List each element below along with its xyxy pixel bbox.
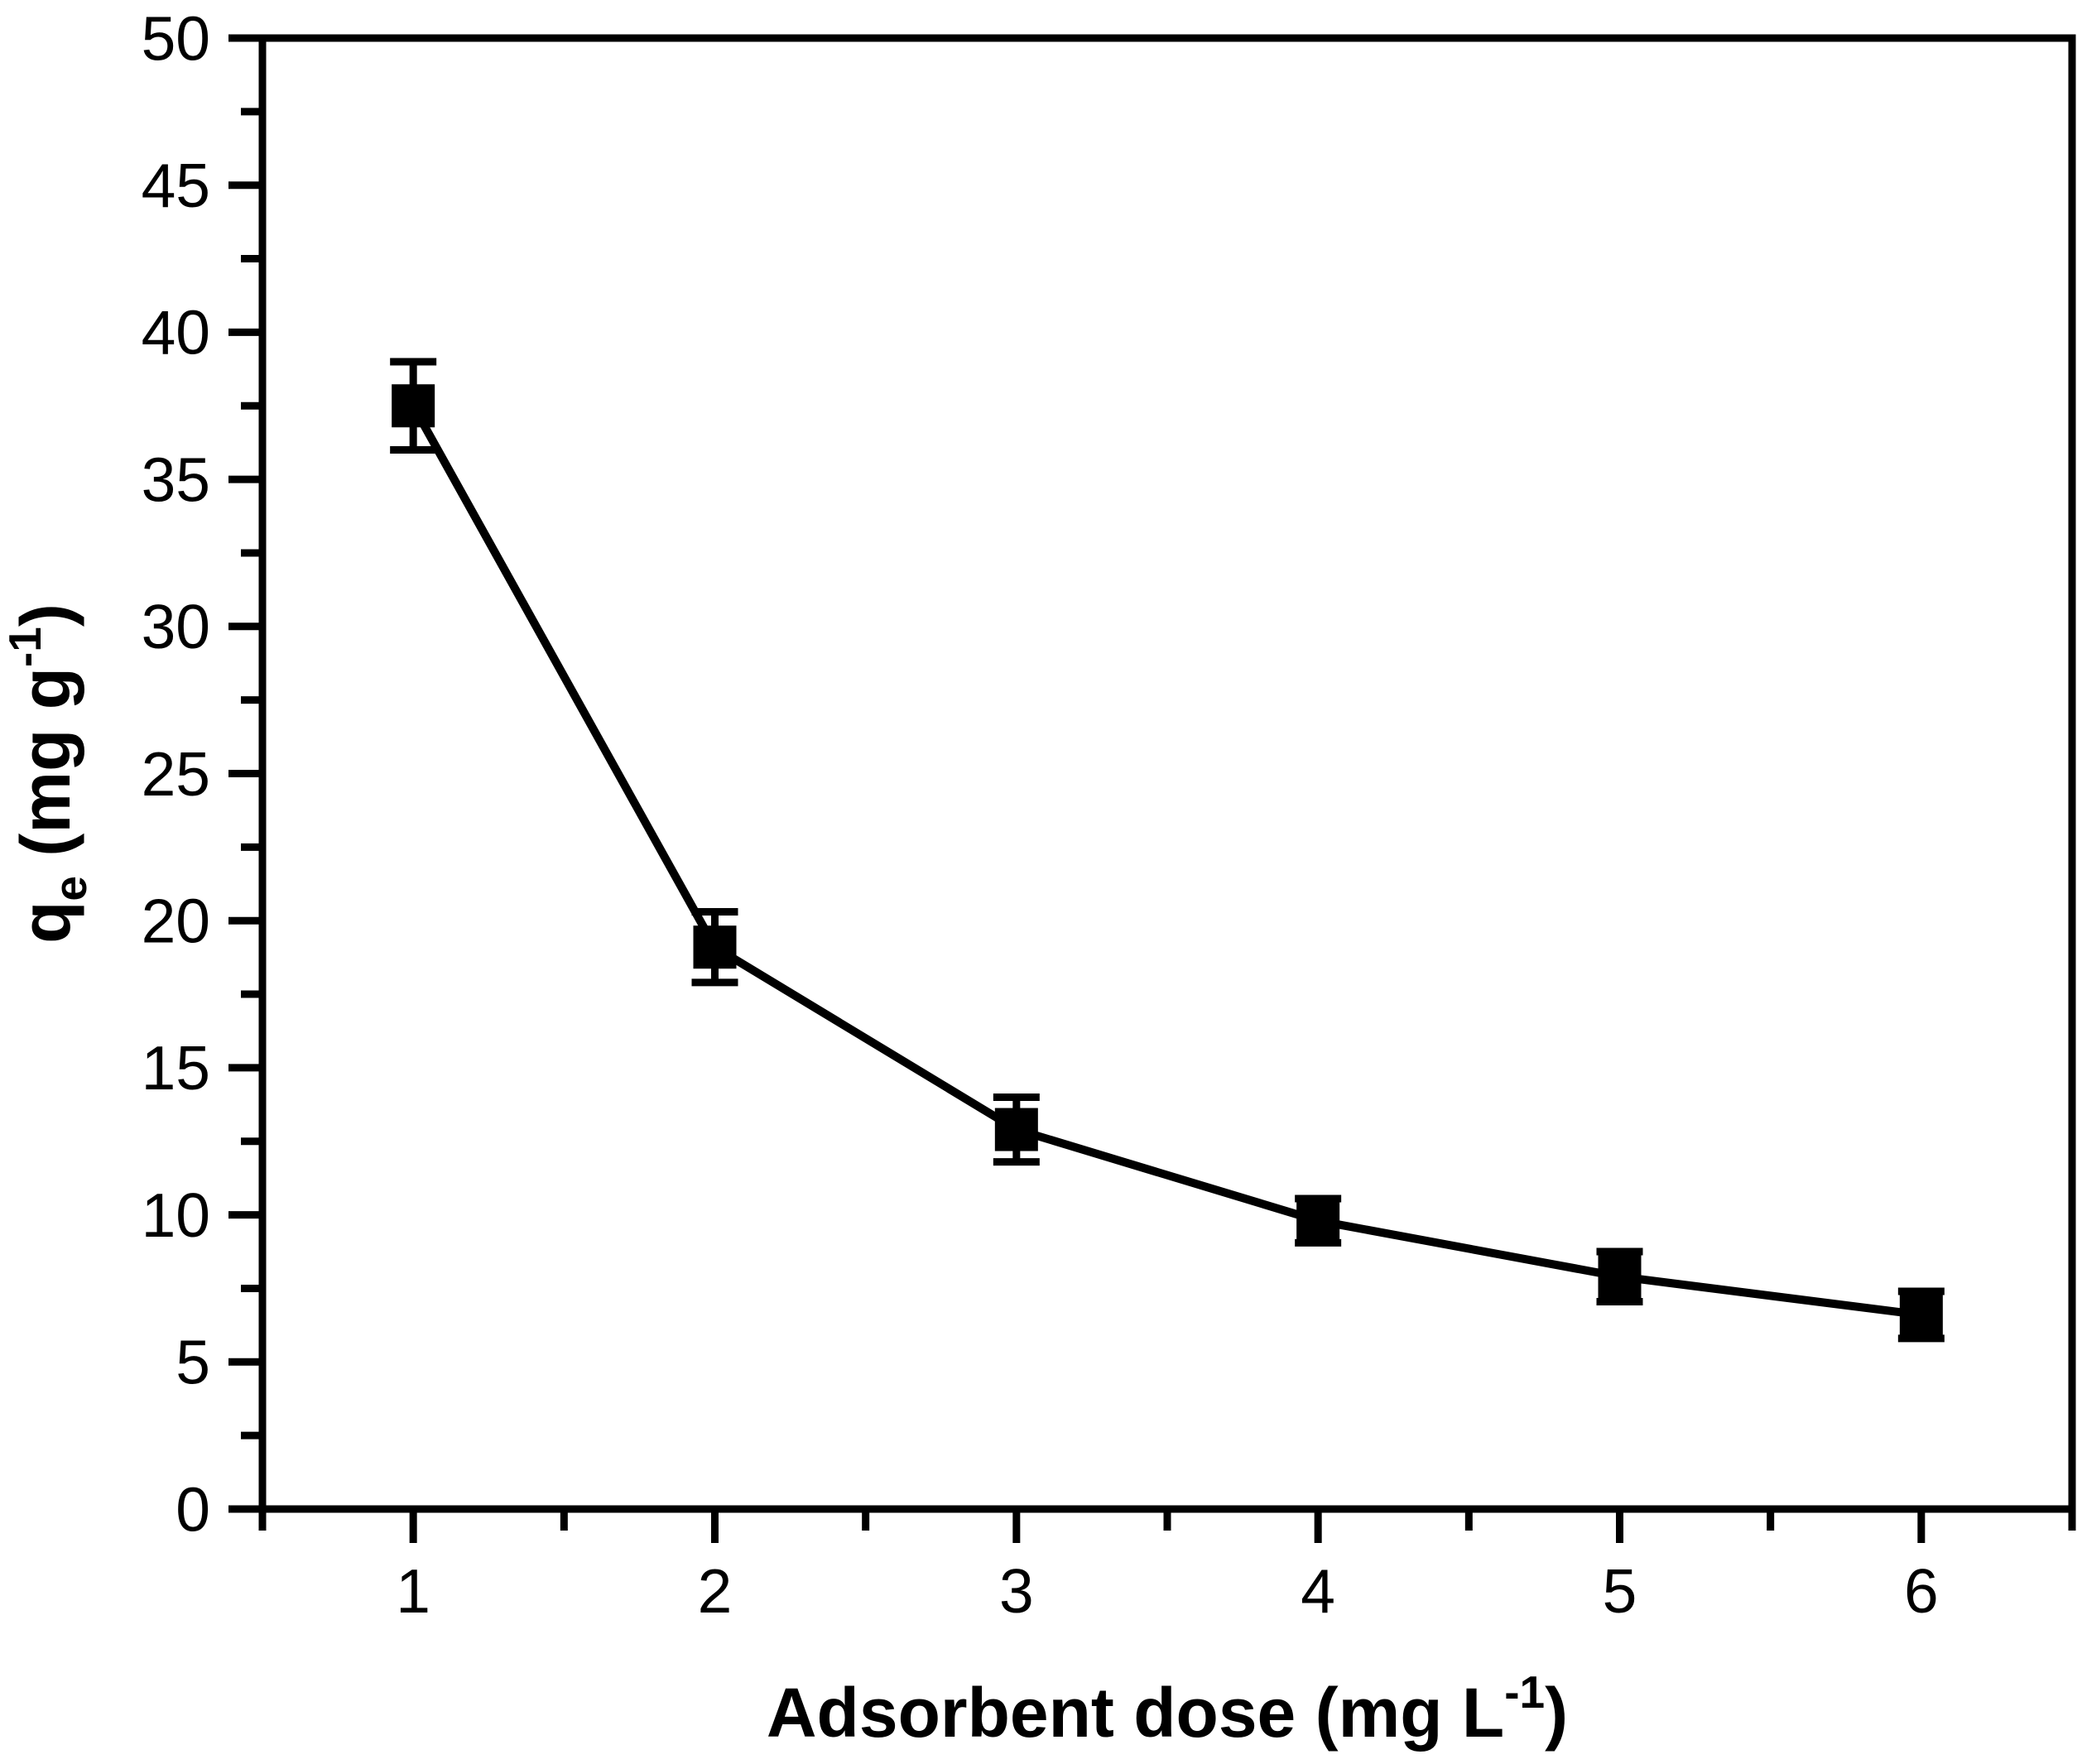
y-tick-label: 35 bbox=[142, 445, 210, 514]
axis-title-segment: ) bbox=[1545, 1674, 1568, 1752]
x-tick-label: 2 bbox=[698, 1556, 733, 1626]
axis-title-segment: (mg g bbox=[7, 667, 84, 876]
data-point-marker bbox=[1296, 1199, 1340, 1242]
axis-title-segment: q bbox=[7, 901, 84, 944]
y-axis-title: qe (mg g-1) bbox=[0, 603, 96, 944]
x-tick-label: 3 bbox=[999, 1556, 1034, 1626]
data-point-marker bbox=[994, 1108, 1038, 1151]
x-axis-title: Adsorbent dose (mg L-1) bbox=[767, 1666, 1568, 1752]
data-point-marker bbox=[392, 384, 435, 428]
x-tick-label: 1 bbox=[396, 1556, 430, 1626]
plot-frame bbox=[258, 34, 2076, 1513]
y-tick-label: 15 bbox=[142, 1033, 210, 1103]
y-tick-label: 45 bbox=[142, 151, 210, 220]
y-tick-label: 5 bbox=[176, 1328, 210, 1397]
axis-title-segment: e bbox=[45, 876, 96, 901]
x-axis: 1 2 3 4 5 6 bbox=[258, 1509, 2076, 1626]
x-tick-label: 6 bbox=[1904, 1556, 1939, 1626]
y-tick-label: 25 bbox=[142, 739, 210, 809]
axis-title-segment: ) bbox=[7, 603, 84, 627]
data-point-marker bbox=[693, 925, 737, 969]
axis-title-segment: -1 bbox=[0, 627, 50, 667]
x-tick-label: 5 bbox=[1603, 1556, 1637, 1626]
y-tick-label: 20 bbox=[142, 886, 210, 955]
data-point-marker bbox=[1598, 1255, 1642, 1299]
data-line bbox=[409, 403, 1922, 1319]
axis-title-segment: Adsorbent dose (mg L bbox=[767, 1674, 1504, 1752]
error-bars bbox=[390, 358, 1945, 1343]
data-point-marker bbox=[1899, 1293, 1943, 1337]
y-tick-label: 0 bbox=[176, 1474, 210, 1544]
x-tick-label: 4 bbox=[1301, 1556, 1335, 1626]
y-tick-label: 40 bbox=[142, 298, 210, 368]
y-axis: 0 5 10 15 20 25 30 35 40 45 50 bbox=[142, 3, 262, 1544]
y-tick-label: 10 bbox=[142, 1180, 210, 1250]
y-tick-label: 30 bbox=[142, 592, 210, 661]
y-tick-label: 50 bbox=[142, 3, 210, 73]
axis-title-segment: -1 bbox=[1504, 1666, 1545, 1718]
